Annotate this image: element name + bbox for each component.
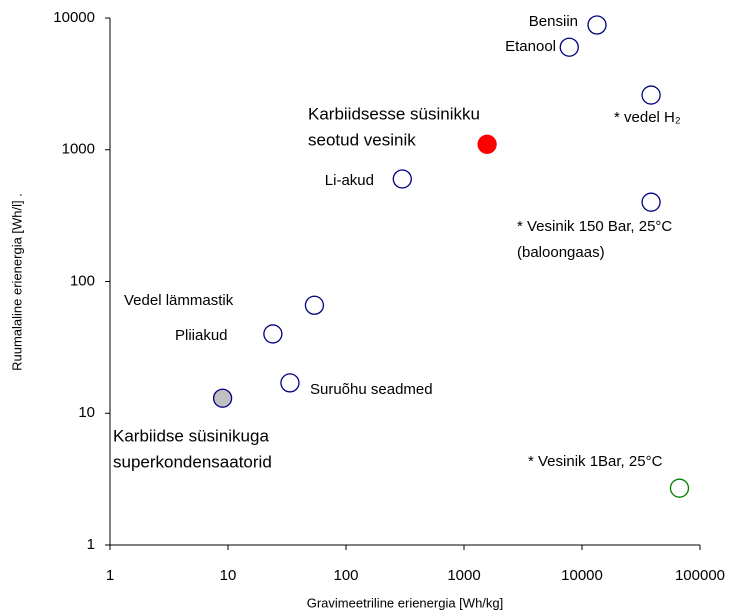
data-point (641, 85, 661, 105)
point-label: Li-akud (325, 172, 374, 189)
point-label: Karbiidsesse süsinikku (308, 104, 480, 123)
data-point (280, 373, 300, 393)
point-label: * Vesinik 150 Bar, 25°C (517, 218, 672, 235)
data-point (641, 192, 661, 212)
x-tick-label: 1000 (447, 567, 480, 584)
data-point (263, 324, 283, 344)
point-label: Etanool (505, 38, 556, 55)
y-tick-label: 10 (78, 404, 95, 421)
data-point (559, 37, 579, 57)
y-tick-label: 100 (70, 272, 95, 289)
point-label: Vedel lämmastik (124, 292, 234, 309)
data-point (392, 169, 412, 189)
x-tick-label: 1 (106, 567, 114, 584)
x-tick-label: 100 (333, 567, 358, 584)
point-label: seotud vesinik (308, 130, 416, 149)
point-label: Karbiidse süsinikuga (113, 426, 269, 445)
point-label: Pliiakud (175, 327, 228, 344)
point-label: * vedel H₂ (614, 109, 681, 126)
x-tick-label: 10 (220, 567, 237, 584)
y-tick-label: 10000 (53, 9, 95, 26)
point-label: superkondensaatorid (113, 452, 272, 471)
y-axis-title: Ruumalaline erienergia [Wh/l] . (9, 193, 24, 371)
x-tick-label: 100000 (675, 567, 725, 584)
point-label: Suruõhu seadmed (310, 381, 433, 398)
x-tick-label: 10000 (561, 567, 603, 584)
y-tick-label: 1 (87, 536, 95, 553)
data-point (477, 134, 497, 154)
y-tick-label: 1000 (62, 141, 95, 158)
point-label: Bensiin (529, 13, 578, 30)
point-label: * Vesinik 1Bar, 25°C (528, 453, 663, 470)
data-point (587, 15, 607, 35)
x-axis-title: Gravimeetriline erienergia [Wh/kg] (307, 595, 504, 610)
data-point (669, 478, 690, 498)
data-point (304, 295, 325, 315)
point-label: (baloongaas) (517, 244, 605, 261)
data-point (212, 388, 233, 408)
